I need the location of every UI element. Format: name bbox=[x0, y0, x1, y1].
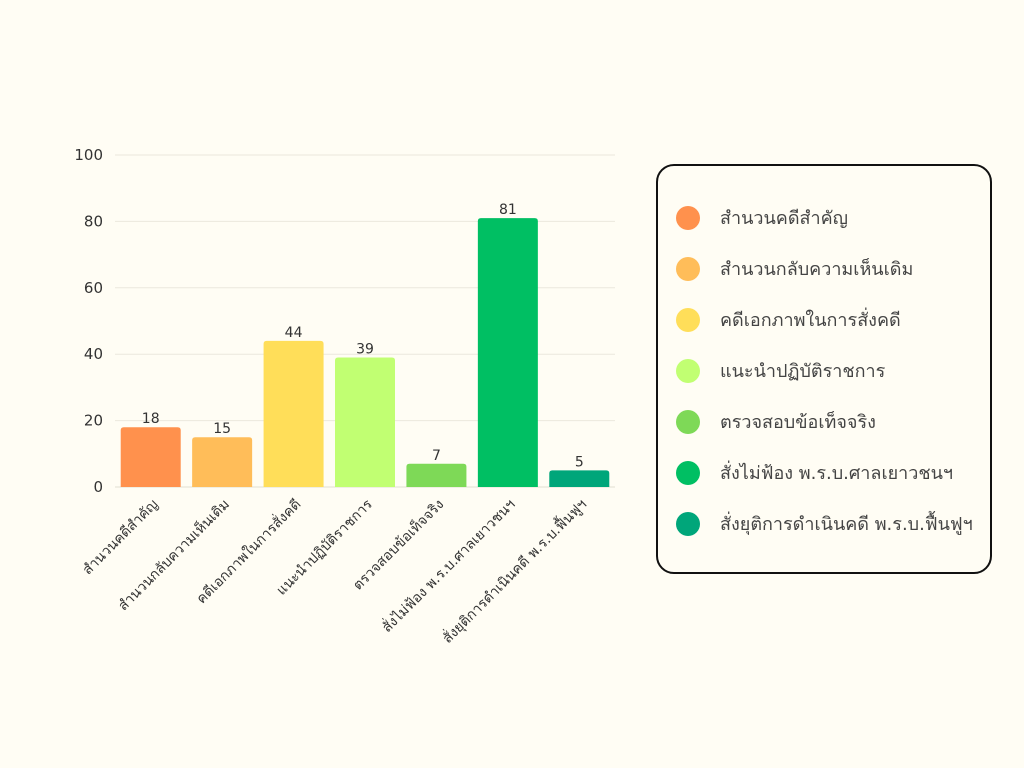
legend-entry: สั่งไม่ฟ้อง พ.ร.บ.ศาลเยาวชนฯ bbox=[676, 447, 990, 498]
legend-swatch bbox=[676, 409, 700, 434]
bar bbox=[549, 470, 610, 487]
legend-swatch bbox=[676, 205, 700, 230]
data-label: 5 bbox=[575, 454, 584, 470]
data-label: 7 bbox=[432, 448, 441, 464]
y-tick-label: 40 bbox=[84, 345, 103, 363]
legend-entry: แนะนำปฏิบัติราชการ bbox=[676, 345, 990, 396]
data-label: 44 bbox=[285, 325, 303, 341]
bar bbox=[406, 463, 467, 487]
legend-swatch bbox=[676, 460, 700, 485]
y-axis-ticks: 0 20 40 60 80 100 bbox=[74, 146, 103, 496]
legend-label: สั่งยุติการดำเนินคดี พ.ร.บ.ฟื้นฟูฯ bbox=[720, 514, 973, 535]
legend-swatch bbox=[676, 256, 700, 281]
data-label: 81 bbox=[499, 202, 517, 218]
bar bbox=[263, 340, 324, 487]
x-axis-labels: สำนวนคดีสำคัญสำนวนกลับความเห็นเดิมคดีเอก… bbox=[80, 494, 590, 646]
data-label: 15 bbox=[213, 421, 231, 437]
legend-label: คดีเอกภาพในการสั่งคดี bbox=[720, 310, 901, 331]
legend-entry: คดีเอกภาพในการสั่งคดี bbox=[676, 294, 990, 345]
legend-entry: สำนวนคดีสำคัญ bbox=[676, 192, 990, 243]
y-tick-label: 100 bbox=[74, 146, 103, 164]
legend: สำนวนคดีสำคัญสำนวนกลับความเห็นเดิมคดีเอก… bbox=[656, 164, 992, 574]
legend-label: สั่งไม่ฟ้อง พ.ร.บ.ศาลเยาวชนฯ bbox=[720, 463, 953, 484]
legend-entry: สั่งยุติการดำเนินคดี พ.ร.บ.ฟื้นฟูฯ bbox=[676, 498, 990, 549]
bar bbox=[335, 357, 395, 487]
y-tick-label: 20 bbox=[84, 412, 103, 430]
legend-label: สำนวนกลับความเห็นเดิม bbox=[720, 259, 914, 280]
legend-swatch bbox=[676, 511, 700, 536]
data-label: 39 bbox=[356, 342, 374, 358]
legend-entry: สำนวนกลับความเห็นเดิม bbox=[676, 243, 990, 294]
value-labels: 18 15 44 39 7 81 5 bbox=[142, 202, 584, 470]
legend-label: สำนวนคดีสำคัญ bbox=[720, 208, 849, 229]
legend-entry: ตรวจสอบข้อเท็จจริง bbox=[676, 396, 990, 447]
bar bbox=[192, 437, 253, 487]
legend-label: แนะนำปฏิบัติราชการ bbox=[720, 361, 886, 382]
y-tick-label: 80 bbox=[84, 212, 103, 230]
legend-swatch bbox=[676, 307, 700, 332]
data-label: 18 bbox=[142, 411, 160, 427]
legend-label: ตรวจสอบข้อเท็จจริง bbox=[720, 412, 876, 433]
y-tick-label: 0 bbox=[93, 478, 103, 496]
y-tick-label: 60 bbox=[84, 279, 103, 297]
legend-swatch bbox=[676, 358, 700, 383]
bar bbox=[477, 218, 538, 487]
bars bbox=[120, 218, 610, 487]
x-tick-label: สำนวนคดีสำคัญ bbox=[80, 496, 162, 578]
x-tick-label: สั่งไม่ฟ้อง พ.ร.บ.ศาลเยาวชนฯ bbox=[378, 495, 519, 636]
x-tick-label: สั่งยุติการดำเนินคดี พ.ร.บ.ฟื้นฟูฯ bbox=[438, 494, 590, 646]
bar bbox=[120, 427, 181, 487]
